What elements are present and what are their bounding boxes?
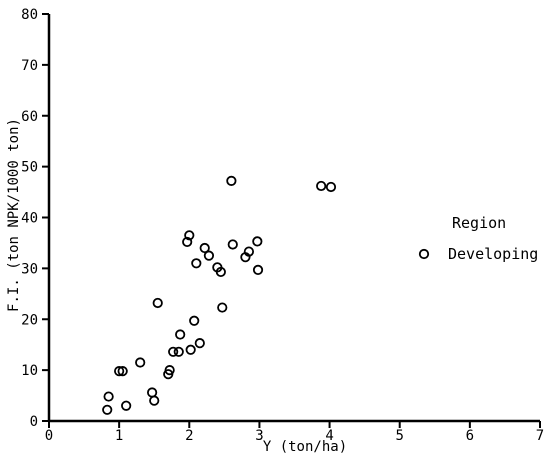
data-point	[135, 357, 146, 368]
data-point	[243, 246, 255, 257]
x-tick-label: 4	[325, 428, 333, 444]
data-point	[189, 315, 200, 326]
legend-marker	[418, 248, 430, 260]
y-tick-label: 80	[21, 7, 38, 23]
data-point	[217, 302, 228, 313]
data-point	[215, 266, 226, 278]
y-tick-label: 70	[21, 58, 38, 74]
y-tick-label: 20	[21, 312, 38, 328]
x-tick-label: 5	[395, 428, 403, 444]
data-point	[147, 387, 158, 398]
y-tick-label: 10	[21, 363, 38, 379]
x-tick-label: 0	[45, 428, 53, 444]
data-point	[114, 366, 125, 377]
data-point	[173, 346, 184, 357]
y-tick-label: 0	[30, 414, 38, 430]
data-point	[252, 236, 263, 247]
data-point	[117, 366, 128, 377]
data-point	[316, 180, 327, 192]
y-tick-label: 50	[21, 160, 38, 176]
data-point	[164, 365, 175, 376]
legend: Region Developing	[418, 214, 538, 263]
data-point	[152, 297, 163, 309]
data-point	[103, 391, 114, 402]
y-tick-label: 60	[21, 109, 38, 125]
data-point	[102, 404, 113, 415]
y-tick-label: 40	[21, 211, 38, 227]
x-tick-label: 6	[466, 428, 474, 444]
x-axis-label: Y (ton/ha)	[263, 439, 347, 455]
data-point	[194, 338, 205, 349]
data-point	[121, 400, 132, 411]
y-tick-label: 30	[21, 261, 38, 277]
data-point	[182, 236, 193, 248]
legend-entry-developing: Developing	[448, 245, 538, 263]
data-point	[199, 242, 210, 254]
legend-title: Region	[452, 214, 506, 232]
data-point	[191, 258, 202, 269]
x-tick-label: 3	[255, 428, 263, 444]
data-point	[149, 395, 160, 406]
data-point	[203, 250, 215, 261]
data-point	[226, 175, 237, 186]
data-point	[185, 344, 196, 355]
data-point	[325, 181, 337, 193]
data-point	[252, 264, 264, 276]
data-point	[175, 329, 186, 340]
y-axis-label: F.I. (ton NPK/1000 ton)	[6, 118, 22, 312]
x-tick-label: 7	[536, 428, 544, 444]
data-point	[227, 239, 238, 250]
data-points	[102, 175, 337, 415]
x-tick-label: 2	[185, 428, 193, 444]
data-point	[184, 230, 195, 241]
x-tick-label: 1	[115, 428, 123, 444]
data-point	[168, 346, 179, 357]
